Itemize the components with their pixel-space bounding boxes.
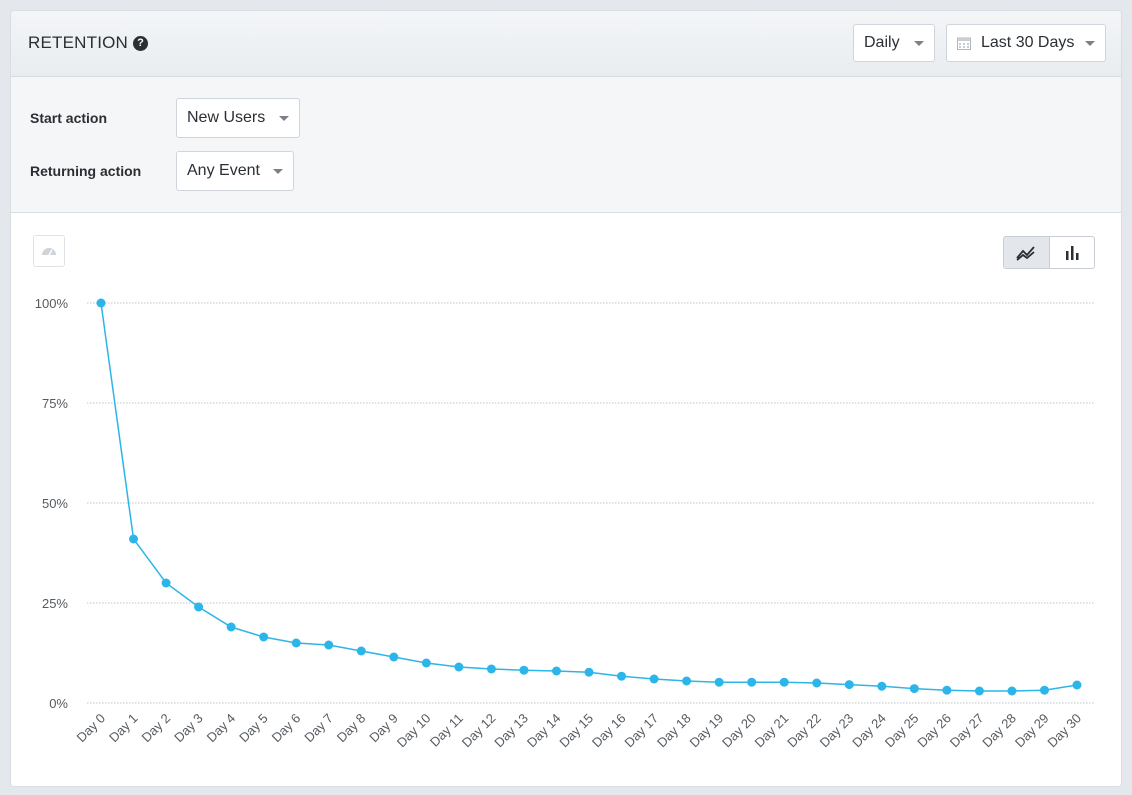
data-point [291, 638, 301, 648]
filter-section: Start action New Users Returning action … [11, 77, 1121, 213]
data-point [779, 677, 789, 687]
start-action-dropdown[interactable]: New Users [176, 98, 300, 138]
data-point [812, 678, 822, 688]
data-point [324, 640, 334, 650]
x-tick-label: Day 8 [334, 711, 369, 746]
data-point [486, 664, 496, 674]
page-title-text: RETENTION [28, 33, 129, 52]
returning-action-label: Returning action [30, 163, 142, 179]
x-tick-label: Day 3 [171, 711, 206, 746]
x-tick-label: Day 4 [204, 711, 239, 746]
data-point [747, 677, 757, 687]
x-tick-label: Day 30 [1044, 711, 1084, 751]
data-point [421, 658, 431, 668]
x-tick-label: Day 16 [589, 711, 629, 751]
interval-dropdown[interactable]: Daily [853, 24, 935, 62]
x-tick-label: Day 27 [947, 711, 987, 751]
x-tick-label: Day 22 [784, 711, 824, 751]
y-tick-label: 100% [35, 296, 69, 311]
data-point [519, 665, 529, 675]
x-tick-label: Day 5 [236, 711, 271, 746]
data-point [161, 578, 171, 588]
data-point [1039, 685, 1049, 695]
chart-type-toggle [1003, 236, 1095, 269]
chevron-down-icon [914, 41, 924, 46]
x-tick-label: Day 23 [817, 711, 857, 751]
help-icon[interactable]: ? [133, 35, 149, 51]
y-tick-label: 75% [42, 396, 68, 411]
data-point [1007, 686, 1017, 696]
x-tick-label: Day 15 [556, 711, 596, 751]
x-tick-label: Day 10 [394, 711, 434, 751]
interval-value: Daily [864, 34, 900, 51]
retention-panel: RETENTION ? Daily Last 30 Days Start act… [10, 10, 1122, 787]
data-point [942, 685, 952, 695]
page-title: RETENTION ? [28, 33, 149, 53]
data-point [389, 652, 399, 662]
x-tick-label: Day 24 [849, 711, 889, 751]
calendar-icon [957, 37, 971, 50]
chevron-down-icon [273, 169, 283, 174]
data-point [194, 602, 204, 612]
x-tick-label: Day 18 [654, 711, 694, 751]
data-point [974, 686, 984, 696]
y-tick-label: 50% [42, 496, 68, 511]
start-action-label: Start action [30, 110, 108, 126]
x-tick-label: Day 21 [752, 711, 792, 751]
data-point [96, 298, 106, 308]
line-chart-icon [1016, 245, 1035, 261]
data-point [129, 534, 139, 544]
series-line [100, 302, 1078, 692]
chart-area: 0% 25% 50% 75% 100% Day 0 Day 1 Day 2 Day 3 Day 4… [11, 213, 1121, 786]
x-tick-label: Day 14 [524, 711, 564, 751]
data-point [584, 667, 594, 677]
x-tick-label: Day 11 [427, 711, 466, 750]
data-point [551, 666, 561, 676]
data-point [649, 674, 659, 684]
chevron-down-icon [279, 116, 289, 121]
y-tick-label: 25% [42, 596, 68, 611]
data-point [617, 671, 627, 681]
data-point [909, 684, 919, 694]
x-tick-label: Day 1 [106, 711, 141, 746]
panel-header: RETENTION ? Daily Last 30 Days [11, 11, 1121, 77]
bar-view-button[interactable] [1050, 237, 1095, 268]
data-point [844, 680, 854, 690]
x-tick-label: Day 6 [269, 711, 304, 746]
data-point [714, 677, 724, 687]
chevron-down-icon [1085, 41, 1095, 46]
x-tick-label: Day 29 [1012, 711, 1052, 751]
x-tick-label: Day 17 [621, 711, 661, 751]
x-tick-label: Day 19 [687, 711, 727, 751]
x-tick-label: Day 7 [301, 711, 336, 746]
dashboard-button[interactable] [33, 235, 65, 267]
data-point [1072, 680, 1082, 690]
data-point [877, 681, 887, 691]
line-view-button[interactable] [1004, 237, 1050, 268]
x-tick-label: Day 26 [914, 711, 954, 751]
data-point [454, 662, 464, 672]
x-tick-label: Day 13 [491, 711, 531, 751]
data-point [356, 646, 366, 656]
returning-action-dropdown[interactable]: Any Event [176, 151, 294, 191]
data-point [682, 676, 692, 686]
data-point [259, 632, 269, 642]
y-tick-label: 0% [49, 696, 68, 711]
date-range-value: Last 30 Days [981, 34, 1075, 51]
start-action-value: New Users [187, 109, 266, 126]
data-point [226, 622, 236, 632]
bar-chart-icon [1065, 245, 1079, 260]
x-tick-label: Day 12 [459, 711, 499, 751]
x-tick-label: Day 2 [139, 711, 174, 746]
date-range-dropdown[interactable]: Last 30 Days [946, 24, 1106, 62]
x-tick-label: Day 28 [979, 711, 1019, 751]
dashboard-icon [42, 248, 56, 256]
x-tick-label: Day 0 [73, 711, 108, 746]
returning-action-value: Any Event [187, 162, 260, 179]
x-tick-label: Day 20 [719, 711, 759, 751]
x-tick-label: Day 25 [882, 711, 922, 751]
